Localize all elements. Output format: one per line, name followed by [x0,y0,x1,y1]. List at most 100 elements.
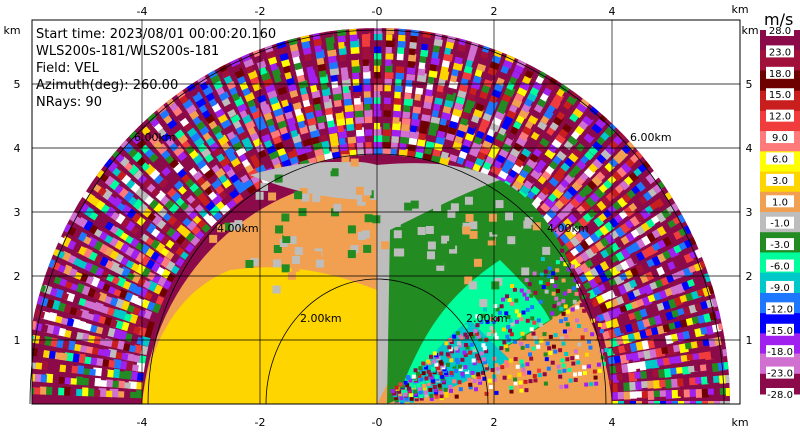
speckle-cell [273,259,282,268]
noise-cell [744,401,753,409]
speckle-cell [501,327,506,332]
noise-cell [679,179,690,191]
noise-cell [330,73,338,82]
speckle-cell [468,382,473,387]
speckle-cell [561,341,566,346]
speckle-cell [522,292,527,297]
noise-cell [21,372,29,381]
speckle-cell [492,226,501,235]
speckle-cell [456,331,461,336]
noise-cell [24,348,32,356]
speckle-cell [490,368,495,373]
x-tick-top: 4 [609,5,616,18]
noise-cell [652,369,661,378]
speckle-cell [294,247,303,256]
noise-cell [200,180,212,191]
noise-cell [673,244,682,254]
noise-cell [45,214,56,224]
noise-cell [608,158,619,168]
noise-cell [732,388,739,395]
colorbar-label: 9.0 [772,133,788,144]
noise-cell [552,187,564,199]
noise-cell [15,387,22,394]
noise-cell [188,196,202,209]
speckle-cell [604,348,609,353]
noise-cell [39,386,47,395]
noise-cell [658,368,666,379]
noise-cell [623,391,631,400]
noise-cell [52,261,61,271]
noise-cell [461,110,470,120]
speckle-cell [430,378,435,383]
noise-cell [630,300,639,310]
noise-cell [593,216,605,228]
noise-cell [77,170,89,182]
speckle-cell [283,228,292,237]
speckle-cell [547,266,552,271]
noise-cell [699,364,708,372]
speckle-cell [502,375,507,380]
noise-cell [58,364,67,373]
noise-cell [382,140,391,149]
y-tick-right: 5 [746,78,753,91]
y-ticks-left: km 1 2 3 4 5 [3,24,20,347]
speckle-cell [356,186,365,195]
noise-cell [345,117,354,125]
speckle-cell [347,225,356,234]
noise-cell [365,147,373,155]
noise-cell [113,368,121,379]
noise-cell [410,124,418,133]
speckle-cell [426,369,431,374]
noise-cell [92,389,101,397]
speckle-cell [592,369,597,374]
noise-cell [398,28,407,29]
noise-cell [355,123,363,131]
speckle-cell [399,398,404,403]
noise-cell [460,144,471,154]
speckle-cell [397,389,402,394]
colorbar-label-bg [766,152,794,165]
speckle-cell [484,366,489,371]
noise-cell [633,361,641,370]
speckle-cell [458,387,463,392]
noise-cell [336,28,345,30]
noise-cell [603,179,613,190]
noise-cell [182,98,194,110]
noise-cell [624,302,633,311]
noise-cell [523,194,535,207]
speckle-cell [448,347,453,352]
speckle-cell [455,348,460,353]
noise-cell [37,337,46,345]
speckle-cell [482,376,487,381]
speckle-cell [529,356,534,361]
noise-cell [591,175,603,187]
speckle-cell [595,316,600,321]
noise-cell [79,154,92,167]
speckle-cell [313,251,322,260]
speckle-cell [489,326,494,331]
noise-cell [497,36,507,46]
speckle-cell [539,338,544,343]
speckle-cell [429,354,434,359]
noise-cell [64,178,76,189]
speckle-cell [502,340,507,345]
speckle-cell [532,222,541,231]
noise-cell [39,324,49,333]
noise-cell [69,329,78,340]
noise-cell [620,106,633,119]
noise-cell [45,373,54,383]
noise-cell [89,145,100,157]
speckle-cell [554,296,559,301]
speckle-cell [410,200,419,209]
noise-cell [648,401,657,404]
noise-cell [385,34,393,41]
noise-cell [635,225,646,236]
speckle-cell [444,391,449,396]
noise-cell [610,318,620,329]
speckle-cell [454,357,459,362]
noise-cell [568,152,579,163]
noise-cell [68,306,78,316]
speckle-cell [275,225,284,234]
noise-cell [728,292,730,301]
speckle-cell [545,282,550,287]
